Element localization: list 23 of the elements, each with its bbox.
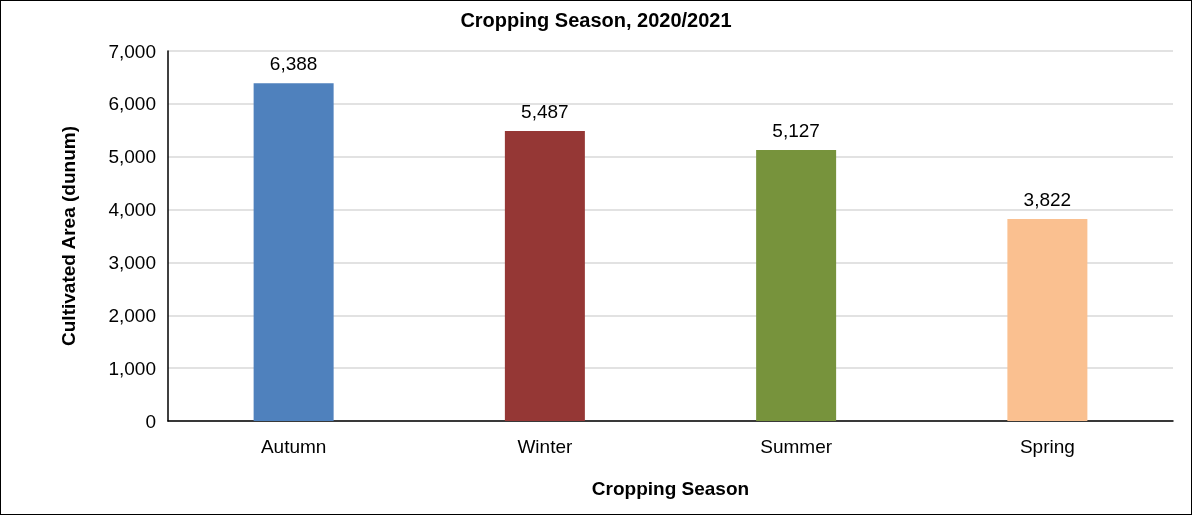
data-label: 5,487 <box>521 100 569 122</box>
x-tick-label: Summer <box>760 436 833 457</box>
y-tick-label: 3,000 <box>108 251 156 273</box>
y-tick-label: 5,000 <box>108 146 156 168</box>
chart-title: Cropping Season, 2020/2021 <box>460 9 732 31</box>
y-tick-label: 6,000 <box>108 93 156 115</box>
y-tick-label: 2,000 <box>108 304 156 326</box>
data-label: 5,127 <box>772 120 820 141</box>
y-axis-title: Cultivated Area (dunum) <box>58 126 79 346</box>
bar <box>253 83 334 421</box>
y-tick-label: 4,000 <box>108 199 156 221</box>
bar <box>1007 218 1088 421</box>
x-tick-label: Spring <box>1019 436 1075 457</box>
y-tick-label: 0 <box>145 410 156 432</box>
x-tick-label: Winter <box>517 436 573 457</box>
x-axis-title: Cropping Season <box>591 478 750 499</box>
y-tick-label: 7,000 <box>108 40 156 62</box>
y-tick-label: 1,000 <box>108 357 156 379</box>
bar <box>756 150 837 421</box>
x-tick-label: Autumn <box>260 436 327 457</box>
data-label: 3,822 <box>1023 188 1072 210</box>
bar <box>504 130 585 421</box>
data-label: 6,388 <box>269 53 318 75</box>
